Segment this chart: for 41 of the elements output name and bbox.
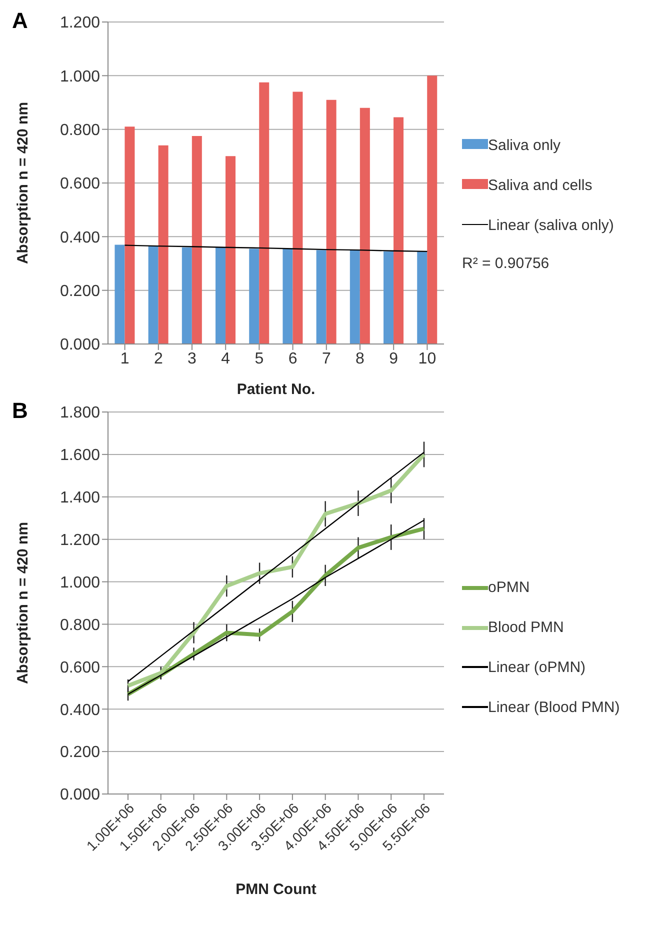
- y-tick-label: 0.600: [60, 659, 100, 676]
- x-tick-label: 6: [288, 350, 298, 368]
- y-tick-label: 1.600: [60, 447, 100, 464]
- x-tick-label: 8: [356, 350, 365, 368]
- y-tick-label: 0.400: [60, 702, 100, 719]
- x-tick-label: 2: [154, 350, 163, 368]
- x-tick-label: 10: [418, 350, 436, 368]
- text: R² = 0.90756: [462, 254, 550, 272]
- y-tick-label: 1.200: [60, 532, 100, 550]
- x-axis-title: Patient No.: [236, 381, 316, 398]
- x-tick-label: 9: [389, 350, 398, 368]
- y-tick-label: 0.200: [60, 283, 100, 300]
- legend-label: Linear (saliva only): [488, 216, 614, 236]
- y-tick-label: 1.400: [60, 490, 100, 507]
- chart-title: A: [12, 8, 28, 34]
- legend-label: Saliva and cells: [488, 176, 592, 196]
- y-tick-label: 0.200: [60, 744, 100, 762]
- legend-label: Linear (Blood PMN): [488, 698, 620, 718]
- x-tick-label: 3: [188, 350, 197, 368]
- x-tick-label: 7: [322, 350, 331, 368]
- y-tick-label: 0.600: [60, 176, 100, 193]
- y-tick-label: 1.000: [60, 574, 100, 592]
- y-tick-label: 0.000: [60, 786, 100, 804]
- y-tick-label: 0.400: [60, 229, 100, 246]
- x-axis-title: PMN Count: [236, 881, 316, 898]
- legend-label: oPMN: [488, 578, 530, 598]
- y-axis-title: Absorption n = 420 nm: [14, 102, 32, 264]
- y-tick-label: 1.000: [60, 68, 100, 86]
- y-tick-label: 0.000: [60, 336, 100, 354]
- x-tick-label: 1: [120, 350, 130, 368]
- chart-title: B: [12, 398, 28, 424]
- legend-label: Saliva only: [488, 136, 561, 156]
- y-tick-label: 0.800: [60, 616, 100, 634]
- x-tick-label: 4: [221, 350, 230, 368]
- y-tick-label: 0.800: [60, 122, 100, 140]
- legend-label: Blood PMN: [488, 618, 564, 638]
- y-tick-label: 1.800: [60, 404, 100, 422]
- y-axis-title: Absorption n = 420 nm: [14, 522, 32, 684]
- x-tick-label: 5: [254, 350, 264, 368]
- y-tick-label: 1.200: [60, 14, 100, 32]
- legend-label: Linear (oPMN): [488, 658, 586, 678]
